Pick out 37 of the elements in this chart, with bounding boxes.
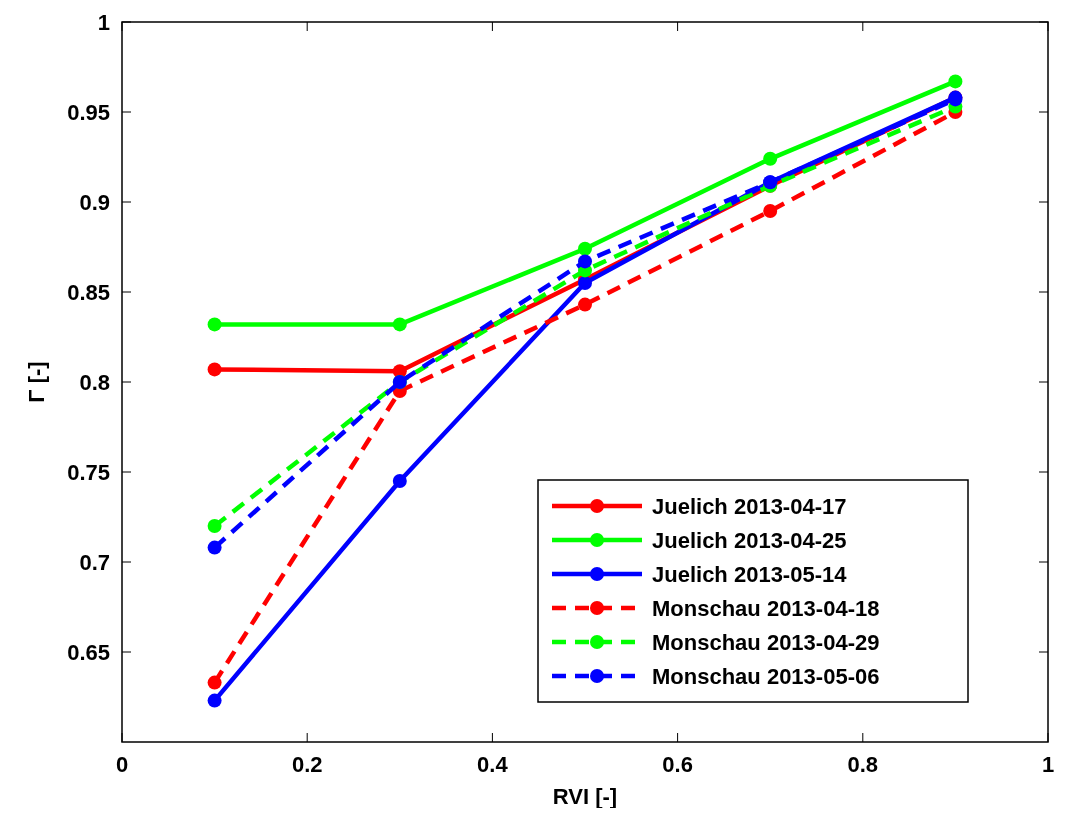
point [392,474,407,488]
point [207,317,222,332]
point [207,675,222,690]
point [578,241,592,256]
y-tick-label: 1 [97,10,110,35]
point [207,540,222,555]
point [763,151,778,166]
legend-label: Juelich 2013-04-25 [652,528,847,553]
legend-label: Monschau 2013-04-29 [652,630,880,655]
y-tick-label: 0.75 [67,460,110,485]
legend-label: Juelich 2013-05-14 [652,562,848,587]
x-tick-label: 0.8 [847,752,879,777]
x-tick-label: 0.4 [477,752,509,777]
y-axis-title: Γ [-] [24,361,49,403]
y-tick-label: 0.65 [67,640,110,665]
point [207,693,222,708]
point [948,74,963,89]
x-tick-label: 1 [1041,752,1055,777]
y-tick-label: 0.95 [67,100,110,125]
point [578,297,592,312]
point [207,362,222,377]
y-tick-label: 0.9 [79,190,110,215]
x-tick-label: 0 [115,752,129,777]
y-tick-label: 0.85 [67,280,110,305]
point [207,519,222,533]
legend-label: Monschau 2013-05-06 [652,664,880,689]
point [392,317,407,332]
point [763,204,778,218]
legend-label: Juelich 2013-04-17 [652,494,847,519]
x-tick-label: 0.2 [291,752,323,777]
x-axis-title: RVI [-] [552,784,618,809]
legend-label: Monschau 2013-04-18 [652,596,880,621]
x-tick-label: 0.6 [662,752,693,777]
y-tick-label: 0.8 [79,370,110,395]
y-tick-label: 0.7 [79,550,110,575]
point [578,276,592,290]
point [578,254,592,269]
